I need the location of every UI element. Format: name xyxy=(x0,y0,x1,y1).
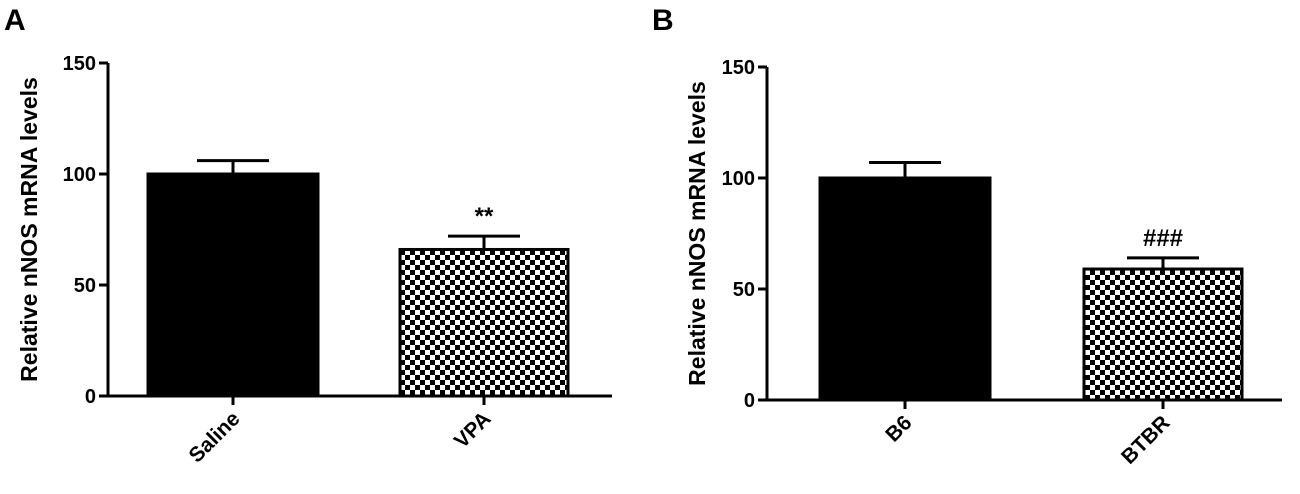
y-tick-label: 150 xyxy=(63,53,96,75)
bar-b6 xyxy=(818,176,992,402)
y-tick-label: 0 xyxy=(85,386,96,408)
chart-panel-b: B Relative nNOS mRNA levels 0 50 100 150 B6 BTB… xyxy=(650,0,1300,489)
panel-label-a: A xyxy=(4,4,26,37)
x-tick-label: B6 xyxy=(881,411,916,446)
x-tick-label: Saline xyxy=(185,407,245,467)
chart-b-svg: B Relative nNOS mRNA levels 0 50 100 150 B6 BTB… xyxy=(652,4,1282,469)
x-tick-label: BTBR xyxy=(1117,411,1175,469)
significance-label: ** xyxy=(475,203,494,230)
significance-label: ### xyxy=(1143,225,1183,252)
y-tick-label: 100 xyxy=(722,168,755,190)
y-tick-label: 50 xyxy=(733,279,755,301)
y-axis-label: Relative nNOS mRNA levels xyxy=(16,77,42,382)
bar-saline xyxy=(146,172,320,398)
y-tick-label: 0 xyxy=(744,390,755,412)
chart-panel-a: A Relative nNOS mRNA levels 0 50 100 150 Salin… xyxy=(0,0,650,489)
y-tick-label: 150 xyxy=(722,57,755,79)
y-tick-label: 50 xyxy=(74,275,96,297)
panel-label-b: B xyxy=(652,4,674,37)
chart-a-svg: A Relative nNOS mRNA levels 0 50 100 150 Salin… xyxy=(4,4,612,467)
y-tick-label: 100 xyxy=(63,164,96,186)
x-tick-label: VPA xyxy=(450,407,496,453)
bar-vpa xyxy=(398,247,570,398)
bar-btbr xyxy=(1082,267,1244,402)
y-axis-label: Relative nNOS mRNA levels xyxy=(684,81,710,386)
